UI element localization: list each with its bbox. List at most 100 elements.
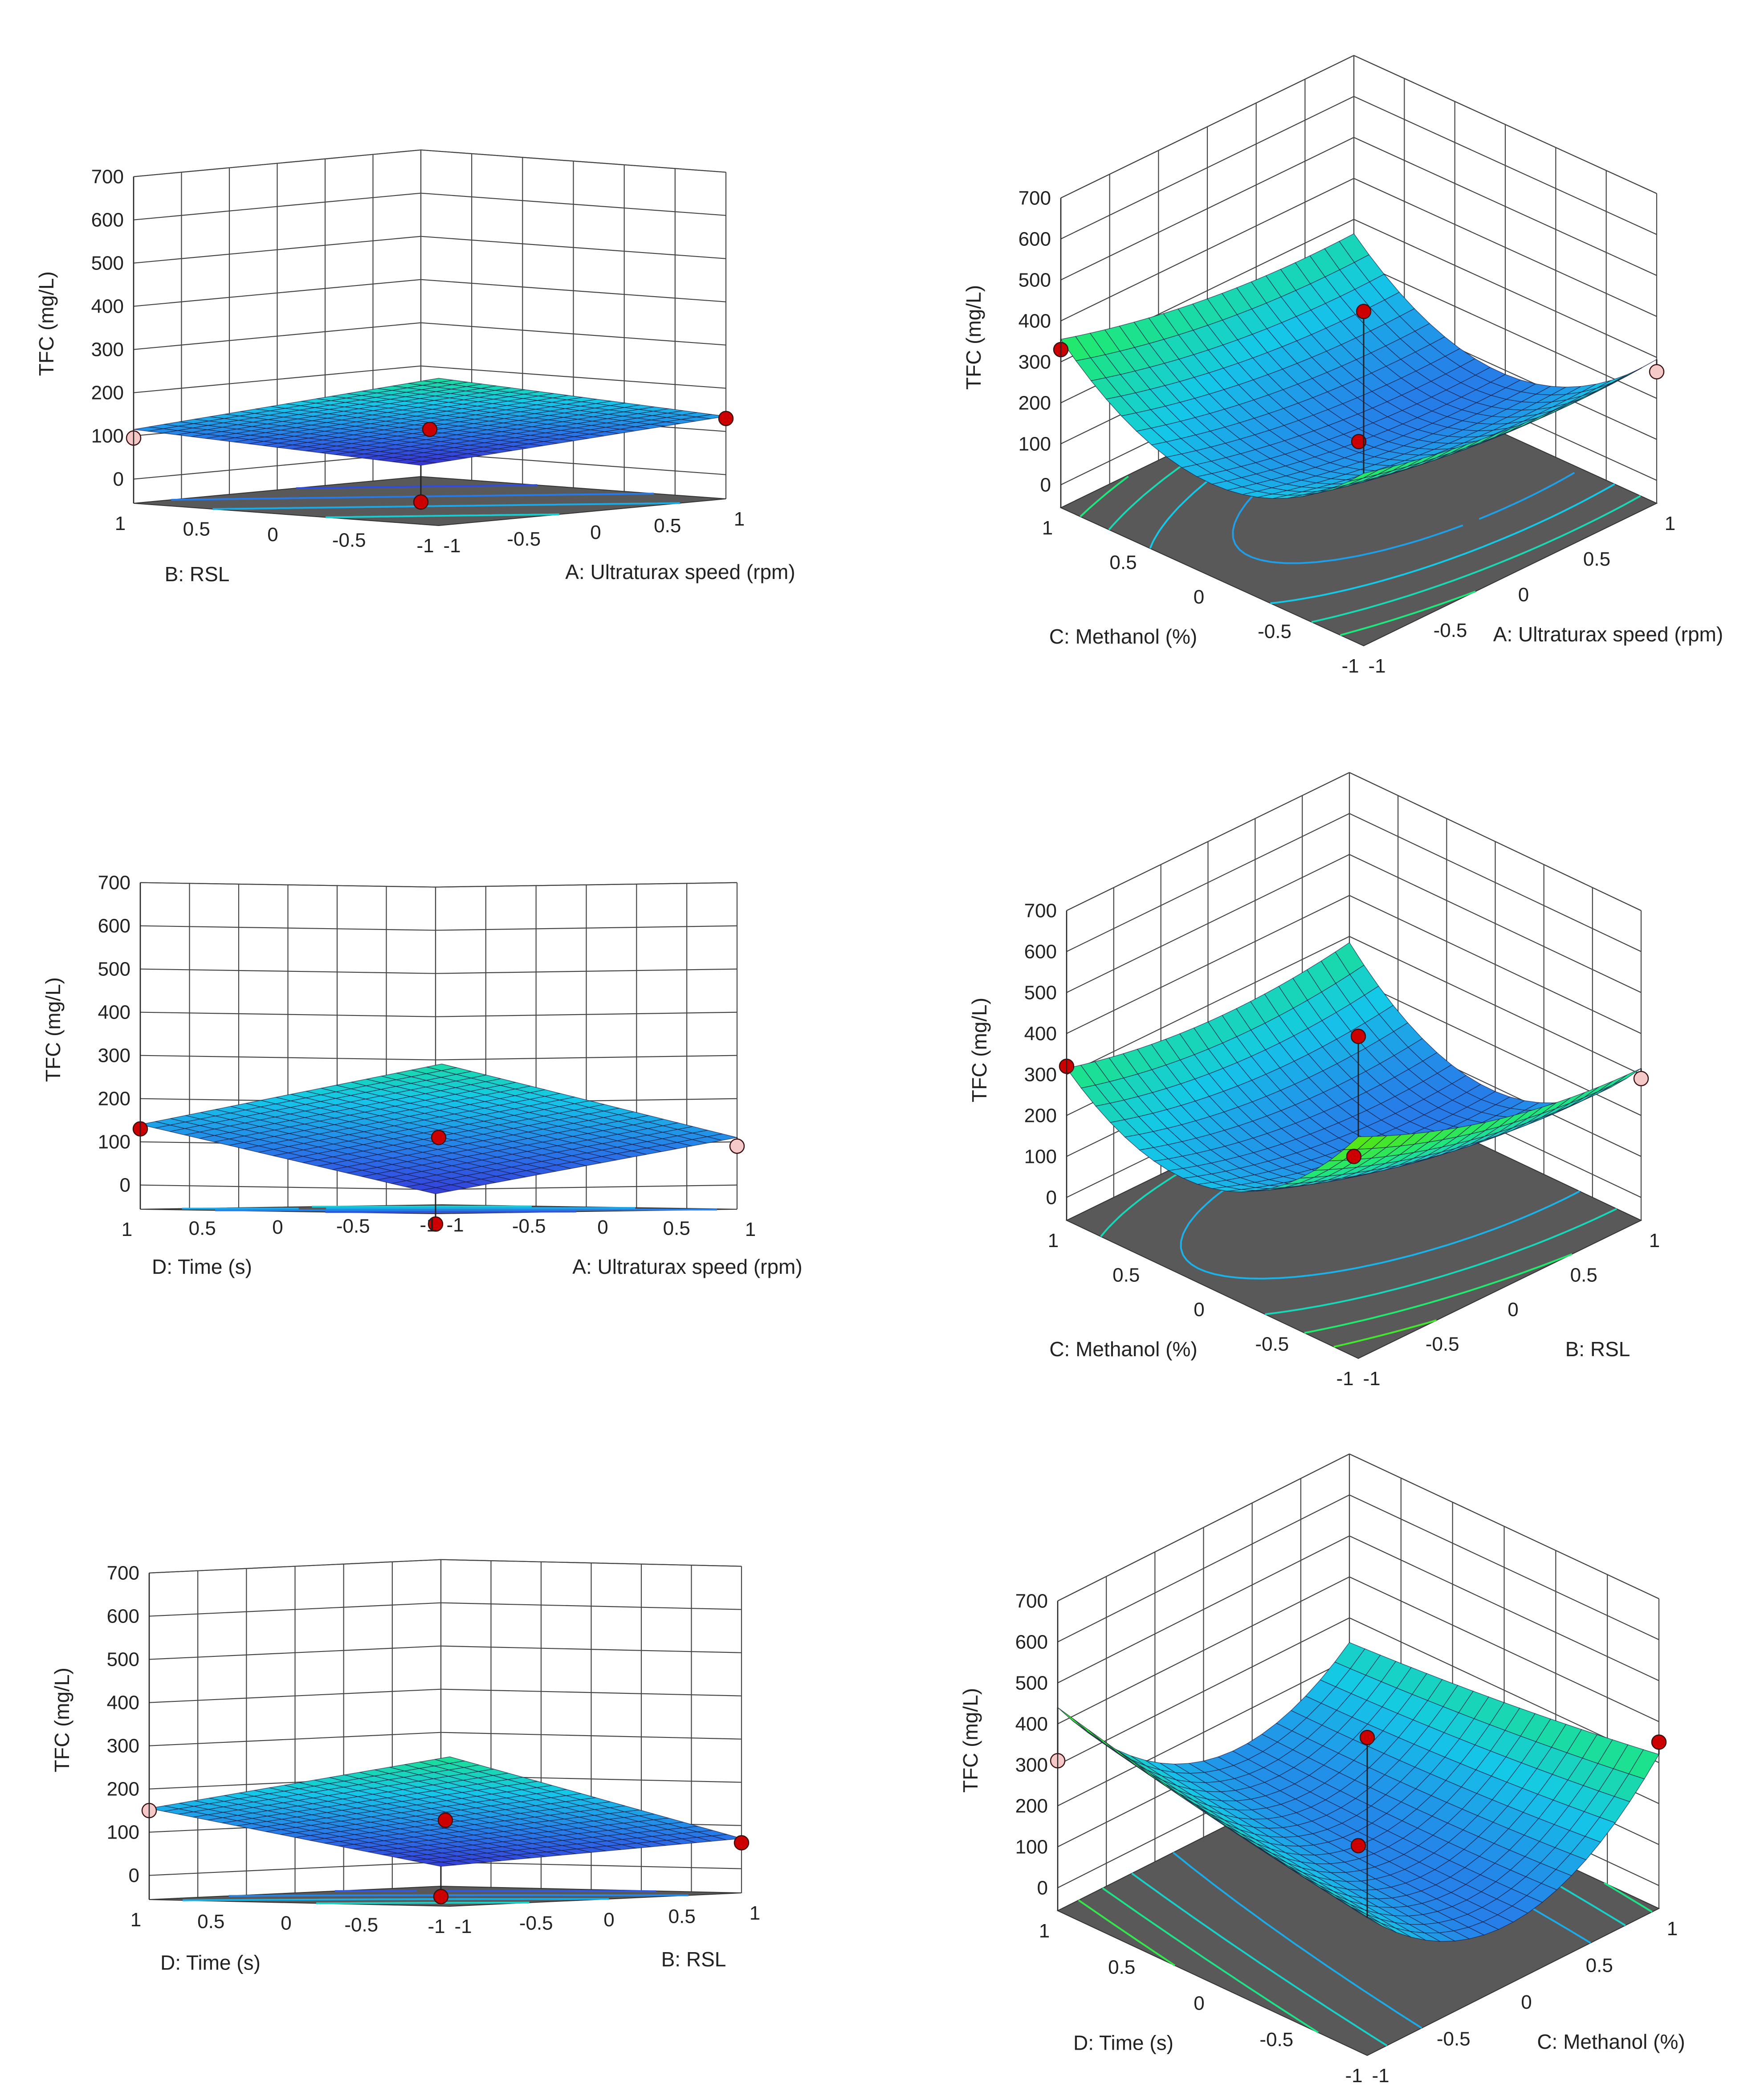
floor-contour bbox=[212, 502, 680, 510]
wall-grid-line bbox=[1057, 1535, 1350, 1684]
design-point bbox=[1351, 434, 1367, 449]
z-axis-title: TFC (mg/L) bbox=[35, 271, 58, 376]
y-tick-label: 0 bbox=[1194, 586, 1204, 608]
response-surface bbox=[1066, 942, 1642, 1193]
z-tick-label: 300 bbox=[1024, 1064, 1057, 1085]
x-tick-label: 0 bbox=[1521, 1991, 1532, 2013]
wall-grid-line bbox=[1066, 813, 1350, 952]
wall-grid-line bbox=[1066, 772, 1350, 911]
z-tick-label: 600 bbox=[1015, 1631, 1048, 1653]
x-axis-title: B: RSL bbox=[661, 1948, 726, 1971]
wall-grid-line bbox=[435, 1055, 737, 1060]
y-tick-label: -1 bbox=[416, 535, 434, 557]
x-axis-title: A: Ultraturax speed (rpm) bbox=[1493, 623, 1723, 646]
z-tick-label: 500 bbox=[1015, 1672, 1048, 1694]
design-point bbox=[1633, 1071, 1649, 1086]
y-axis-title: D: Time (s) bbox=[152, 1255, 252, 1278]
wall-grid-line bbox=[1066, 895, 1350, 1034]
design-point bbox=[733, 1835, 750, 1851]
y-tick-label: 0 bbox=[1194, 1299, 1204, 1321]
wall-grid-line bbox=[140, 925, 436, 931]
wall-grid-line bbox=[1057, 1658, 1350, 1806]
x-tick-label: 0.5 bbox=[1586, 1955, 1613, 1977]
wall-grid-line bbox=[435, 968, 737, 974]
z-axis-title: TFC (mg/L) bbox=[962, 285, 985, 390]
wall-grid-line bbox=[140, 1011, 436, 1017]
y-axis-title: D: Time (s) bbox=[160, 1951, 261, 1974]
y-tick-label: -0.5 bbox=[332, 530, 366, 551]
x-tick-label: 1 bbox=[734, 508, 745, 530]
y-tick-label: 0 bbox=[272, 1216, 283, 1238]
z-tick-label: 100 bbox=[1015, 1836, 1048, 1858]
y-tick-label: 1 bbox=[115, 513, 126, 534]
wall-grid-line bbox=[1057, 1576, 1350, 1725]
z-tick-label: 200 bbox=[98, 1088, 130, 1110]
z-axis-title: TFC (mg/L) bbox=[959, 1688, 982, 1793]
wall-grid-line bbox=[140, 968, 436, 974]
x-tick-label: 0.5 bbox=[663, 1218, 690, 1240]
y-tick-label: 1 bbox=[1039, 1920, 1050, 1942]
x-tick-label: -1 bbox=[1363, 1368, 1380, 1390]
wall-grid-line bbox=[440, 1602, 742, 1610]
design-point bbox=[431, 1130, 447, 1146]
wall-grid-line bbox=[440, 1688, 742, 1696]
floor-contour bbox=[334, 1890, 656, 1892]
y-tick-label: 1 bbox=[1048, 1230, 1059, 1252]
wall-grid-line bbox=[435, 1184, 737, 1190]
z-tick-label: 700 bbox=[91, 166, 124, 188]
x-tick-label: 0 bbox=[597, 1216, 608, 1238]
wall-grid-line bbox=[1349, 772, 1642, 911]
surface-cell bbox=[426, 1064, 457, 1071]
x-tick-label: 0 bbox=[603, 1909, 614, 1931]
y-tick-label: 0.5 bbox=[197, 1911, 224, 1933]
y-axis-title: B: RSL bbox=[165, 563, 230, 586]
y-tick-label: 0 bbox=[1194, 1993, 1204, 2014]
x-tick-label: 0 bbox=[590, 522, 601, 543]
y-tick-label: -0.5 bbox=[1259, 2029, 1293, 2051]
z-tick-label: 100 bbox=[1019, 433, 1051, 455]
z-tick-label: 200 bbox=[107, 1778, 139, 1800]
z-axis-title: TFC (mg/L) bbox=[50, 1668, 73, 1772]
x-tick-label: 1 bbox=[750, 1902, 760, 1924]
z-tick-label: 700 bbox=[1015, 1590, 1048, 1612]
floor-contour bbox=[316, 1901, 530, 1904]
chart-panel-4: 0 100 200 300 400 500 600 700 TFC (mg/L) -1 -0.5 0 0… bbox=[968, 772, 1660, 1390]
floor-contour bbox=[182, 1207, 636, 1210]
wall-grid-line bbox=[1349, 813, 1642, 952]
z-tick-label: 400 bbox=[1024, 1023, 1057, 1044]
x-tick-label: -0.5 bbox=[519, 1912, 553, 1934]
z-tick-label: 100 bbox=[91, 425, 124, 447]
x-axis-title: B: RSL bbox=[1565, 1337, 1630, 1361]
y-tick-label: -1 bbox=[1336, 1368, 1353, 1390]
x-tick-label: -0.5 bbox=[512, 1215, 546, 1237]
surface-cell bbox=[1598, 1074, 1627, 1092]
wall-grid-line bbox=[1349, 936, 1642, 1075]
z-tick-label: 600 bbox=[91, 209, 124, 231]
wall-grid-line bbox=[1353, 219, 1657, 358]
wall-grid-line bbox=[1349, 854, 1642, 993]
z-tick-label: 300 bbox=[98, 1045, 130, 1067]
design-point bbox=[437, 1812, 453, 1828]
wall-grid-line bbox=[140, 882, 436, 888]
design-point bbox=[718, 411, 734, 426]
z-tick-label: 400 bbox=[98, 1002, 130, 1023]
z-tick-label: 500 bbox=[1024, 982, 1057, 1003]
wall-grid-line bbox=[149, 1732, 441, 1746]
x-axis-title: A: Ultraturax speed (rpm) bbox=[572, 1255, 802, 1278]
z-tick-label: 0 bbox=[1046, 1187, 1057, 1208]
z-tick-label: 700 bbox=[1024, 900, 1057, 922]
y-tick-label: -0.5 bbox=[344, 1914, 378, 1936]
z-tick-label: 300 bbox=[1015, 1754, 1048, 1776]
z-tick-label: 100 bbox=[98, 1131, 130, 1153]
y-tick-label: 0.5 bbox=[1109, 552, 1137, 574]
z-tick-label: 500 bbox=[107, 1649, 139, 1671]
design-point bbox=[1651, 1734, 1667, 1750]
z-tick-label: 700 bbox=[107, 1562, 139, 1584]
wall-grid-line bbox=[1066, 936, 1350, 1075]
y-tick-label: 1 bbox=[1042, 517, 1053, 539]
wall-grid-line bbox=[440, 1861, 742, 1869]
floor-contour bbox=[325, 1211, 576, 1213]
y-tick-label: -1 bbox=[428, 1916, 445, 1937]
floor-plane bbox=[133, 476, 726, 526]
z-tick-label: 200 bbox=[1019, 392, 1051, 414]
